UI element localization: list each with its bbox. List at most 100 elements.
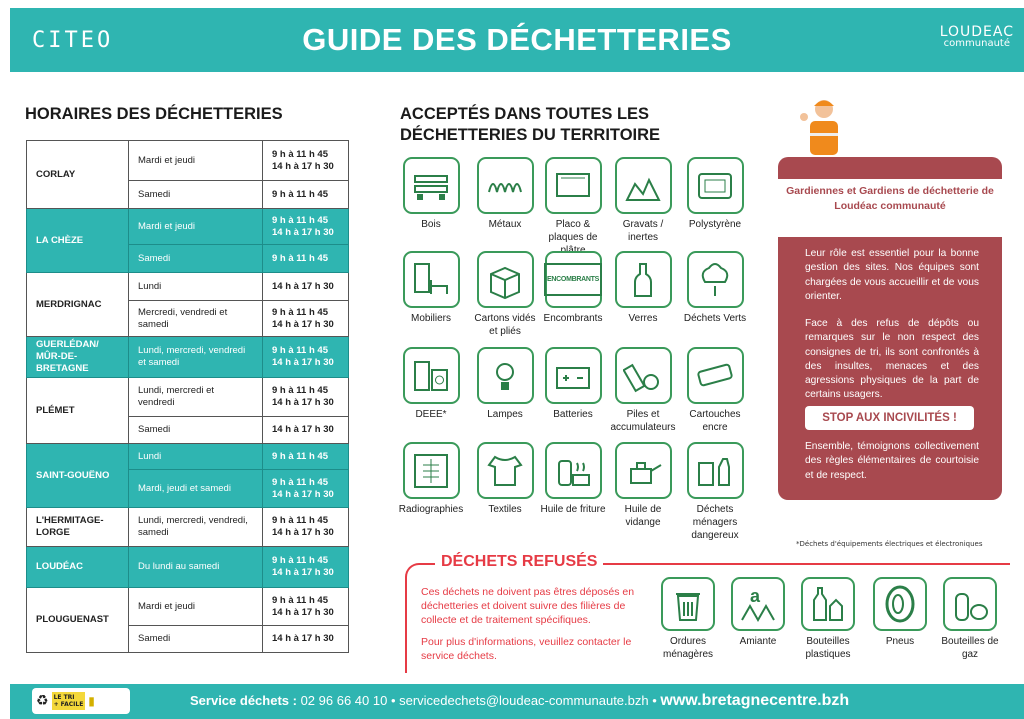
opening-hours: 9 h à 11 h 45 14 h à 17 h 30 — [262, 546, 349, 588]
accepted-item: Cartouches encre — [679, 347, 751, 434]
schedule-row: GUERLÉDAN/ MÛR-DE-BRETAGNE Lundi, mercred… — [26, 336, 349, 378]
accepted-item: Radiographies — [395, 442, 467, 516]
refused-item-label: Ordures ménagères — [662, 636, 714, 660]
trash-can-icon — [661, 577, 715, 631]
schedule-row: SAINT-GOUËNO Lundi 9 h à 11 h 45 — [26, 443, 349, 508]
site-name: SAINT-GOUËNO — [26, 443, 129, 508]
asbestos-icon: a — [731, 577, 785, 631]
accepted-item-label: DEEE* — [415, 409, 447, 420]
opening-hours: 9 h à 11 h 45 — [262, 180, 349, 209]
battery-icon — [544, 347, 602, 404]
refused-item: Pneus — [865, 577, 935, 648]
accepted-item: DEEE* — [395, 347, 467, 421]
accepted-item-label: Déchets Verts — [683, 313, 747, 324]
schedule-row: CORLAY Mardi et jeudi 9 h à 11 h 45 14 h à… — [26, 140, 349, 209]
accepted-item: Batteries — [537, 347, 609, 421]
email-link[interactable]: servicedechets@loudeac-communaute.bzh — [399, 693, 649, 708]
schedule-table: CORLAY Mardi et jeudi 9 h à 11 h 45 14 h à… — [26, 140, 349, 653]
accepted-item-label: Métaux — [488, 219, 522, 230]
accepted-item: Déchets ménagers dangereux — [679, 442, 751, 542]
opening-days: Lundi — [128, 443, 263, 470]
accepted-item-label: Textiles — [488, 504, 522, 515]
footnote: *Déchets d'équipements électriques et él… — [796, 540, 983, 548]
tree-icon — [686, 251, 744, 308]
polystyrene-icon — [686, 157, 744, 214]
accepted-item: Déchets Verts — [679, 251, 751, 325]
site-name: PLÉMET — [26, 377, 129, 444]
accepted-item-label: Gravats / inertes — [622, 219, 664, 243]
schedule-row: Mercredi, vendredi et samedi 9 h à 11 h 4… — [27, 300, 349, 337]
schedule-row: PLÉMET Lundi, mercredi et vendredi 9 h à 1… — [26, 377, 349, 444]
bin-icon: ▮ — [88, 694, 95, 708]
rubble-icon — [614, 157, 672, 214]
refused-item: a Amiante — [723, 577, 793, 648]
ink-cartridge-icon — [686, 347, 744, 404]
site-name: CORLAY — [26, 140, 129, 209]
schedule-row: Samedi 14 h à 17 h 30 — [27, 625, 349, 653]
accepted-item: Piles et accumulateurs — [607, 347, 679, 434]
opening-hours: 9 h à 11 h 45 14 h à 17 h 30 — [262, 300, 349, 337]
tire-icon — [873, 577, 927, 631]
site-name: L'HERMITAGE-LORGE — [26, 507, 129, 547]
accepted-item-label: Cartouches encre — [689, 409, 741, 433]
guardians-text-1: Leur rôle est essentiel pour la bonne ge… — [805, 248, 979, 302]
bulky-waste-icon: ENCOMBRANTS — [544, 251, 602, 308]
opening-days: Lundi — [128, 272, 263, 301]
frying-oil-icon — [544, 442, 602, 499]
header-band: CITEO GUIDE DES DÉCHETTERIES LOUDEAC com… — [10, 8, 1024, 72]
accepted-item-label: Encombrants — [543, 313, 603, 324]
opening-hours: 9 h à 11 h 45 14 h à 17 h 30 — [262, 507, 349, 547]
svg-text:a: a — [750, 586, 761, 606]
opening-hours: 9 h à 11 h 45 — [262, 443, 349, 470]
accepted-item-label: Bois — [421, 219, 441, 230]
accepted-item: Huile de vidange — [607, 442, 679, 529]
accepted-item-label: Polystyrène — [688, 219, 742, 230]
site-name: GUERLÉDAN/ MÛR-DE-BRETAGNE — [26, 336, 129, 378]
opening-days: Samedi — [128, 244, 263, 273]
accepted-item-label: Huile de vidange — [624, 504, 662, 528]
accepted-item: Polystyrène — [679, 157, 751, 231]
accepted-item-label: Placo & plaques de plâtre — [548, 219, 598, 256]
schedule-row: LA CHÈZE Mardi et jeudi 9 h à 11 h 45 14 h… — [26, 208, 349, 273]
opening-hours: 9 h à 11 h 45 14 h à 17 h 30 — [262, 336, 349, 378]
glass-bottle-icon — [614, 251, 672, 308]
plaster-board-icon — [544, 157, 602, 214]
accepted-item: Bois — [395, 157, 467, 231]
refused-item: Ordures ménagères — [653, 577, 723, 661]
opening-hours: 9 h à 11 h 45 14 h à 17 h 30 — [262, 587, 349, 626]
refused-item: Bouteilles de gaz — [935, 577, 1005, 661]
accepted-item: Gravats / inertes — [607, 157, 679, 244]
opening-days: Lundi, mercredi et vendredi — [128, 377, 263, 417]
site-name: LA CHÈZE — [26, 208, 129, 273]
opening-hours: 14 h à 17 h 30 — [262, 416, 349, 444]
schedule-row: Samedi 9 h à 11 h 45 — [27, 180, 349, 209]
lamp-icon — [476, 347, 534, 404]
gas-bottle-icon — [943, 577, 997, 631]
opening-hours: 9 h à 11 h 45 14 h à 17 h 30 — [262, 377, 349, 417]
refused-title: DÉCHETS REFUSÉS — [435, 553, 604, 571]
opening-days: Mercredi, vendredi et samedi — [128, 300, 263, 337]
oil-can-icon — [614, 442, 672, 499]
pallet-icon — [402, 157, 460, 214]
opening-days: Samedi — [128, 180, 263, 209]
appliances-icon — [402, 347, 460, 404]
site-name: LOUDÉAC — [26, 546, 129, 588]
accepted-item: Mobiliers — [395, 251, 467, 325]
opening-days: Lundi, mercredi, vendredi, samedi — [128, 507, 263, 547]
website-link[interactable]: www.bretagnecentre.bzh — [660, 692, 850, 709]
opening-days: Lundi, mercredi, vendredi et samedi — [128, 336, 263, 378]
schedule-row: MERDRIGNAC Lundi 14 h à 17 h 30 — [26, 272, 349, 337]
accepted-item-label: Radiographies — [398, 504, 464, 515]
opening-days: Mardi et jeudi — [128, 587, 263, 626]
citeo-logo: CITEO — [32, 28, 114, 53]
opening-hours: 9 h à 11 h 45 14 h à 17 h 30 — [262, 140, 349, 181]
refused-item-label: Bouteilles plastiques — [805, 636, 851, 660]
accepted-item-label: Verres — [628, 313, 658, 324]
accepted-item-label: Mobiliers — [410, 313, 451, 324]
opening-days: Samedi — [128, 416, 263, 444]
guardians-title: Gardiennes et Gardiens de déchetterie de… — [778, 179, 1002, 237]
refused-text-1: Ces déchets ne doivent pas êtres déposés… — [421, 586, 635, 626]
accepted-title: ACCEPTÉS DANS TOUTES LES DÉCHETTERIES DU… — [400, 105, 661, 144]
accepted-item-label: Huile de friture — [540, 504, 606, 515]
opening-hours: 14 h à 17 h 30 — [262, 272, 349, 301]
